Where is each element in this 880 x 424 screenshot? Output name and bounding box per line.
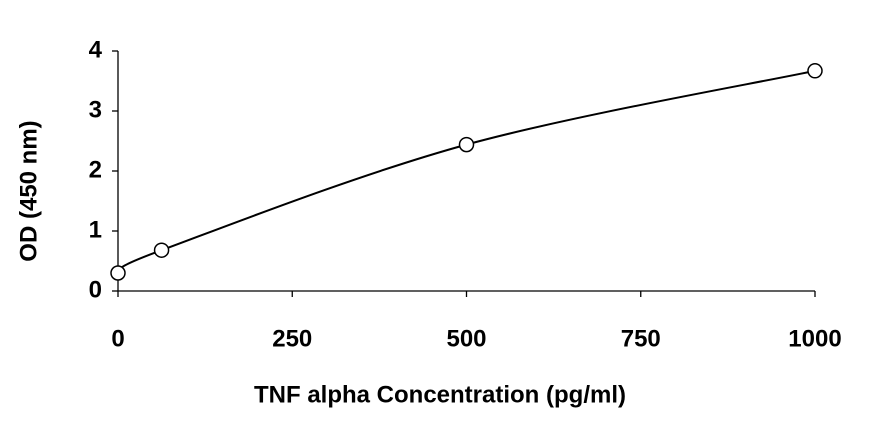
- x-tick-label: 250: [272, 325, 312, 352]
- curve: [117, 69, 816, 274]
- x-tick-label: 0: [111, 325, 124, 352]
- point: [110, 265, 126, 281]
- y-tick-label: 1: [89, 216, 102, 243]
- y-tick-label: 3: [89, 96, 102, 123]
- x-axis-title: TNF alpha Concentration (pg/ml): [254, 381, 626, 408]
- y-tick-label: 4: [89, 36, 103, 63]
- point: [458, 136, 475, 153]
- y-axis-title: OD (450 nm): [15, 120, 42, 261]
- y-tick-label: 2: [89, 156, 102, 183]
- point: [807, 63, 823, 79]
- x-tick-label: 750: [621, 325, 661, 352]
- x-tick-label: 500: [446, 325, 486, 352]
- point: [153, 242, 170, 258]
- x-tick-label: 1000: [788, 325, 841, 352]
- y-tick-label: 0: [89, 276, 102, 303]
